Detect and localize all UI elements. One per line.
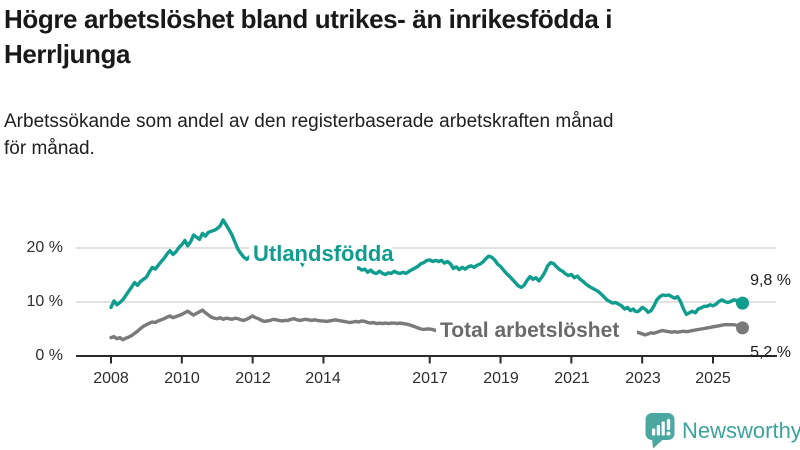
- series-line-total: [109, 308, 745, 342]
- x-tick-label-2010: 2010: [164, 370, 200, 387]
- series-label-utlandsfodda: Utlandsfödda: [253, 241, 394, 266]
- brand-name: Newsworthy: [682, 418, 800, 443]
- x-tick-label-2021: 2021: [554, 370, 590, 387]
- end-value-label-utlandsfodda: 9,8 %: [750, 272, 791, 289]
- x-tick-label-2023: 2023: [625, 370, 661, 387]
- x-tick-label-2025: 2025: [695, 370, 731, 387]
- x-tick-label-2017: 2017: [412, 370, 448, 387]
- y-tick-label-20: 20 %: [26, 239, 63, 256]
- x-tick-label-2008: 2008: [93, 370, 129, 387]
- y-tick-label-10: 10 %: [26, 293, 63, 310]
- chart-title: Högre arbetslöshet bland utrikes- än inr…: [4, 4, 613, 69]
- series-line-utlandsfodda: [109, 218, 745, 317]
- series-label-mask-total: [436, 313, 637, 342]
- series-end-dot-total: [736, 321, 749, 335]
- x-tick-label-2019: 2019: [483, 370, 519, 387]
- chart-subtitle: Arbetssökande som andel av den registerb…: [4, 111, 614, 159]
- x-tick-label-2012: 2012: [235, 370, 271, 387]
- series-pointer-triangle-icon: [297, 259, 308, 268]
- plot-layers: [76, 218, 777, 364]
- newsworthy-logo-icon: [645, 413, 675, 449]
- series-end-dot-utlandsfodda: [736, 296, 749, 310]
- x-tick-label-2014: 2014: [305, 370, 341, 387]
- series-label-total: Total arbetslöshet: [440, 319, 619, 342]
- y-tick-label-0: 0 %: [35, 347, 63, 364]
- end-value-label-total: 5,2 %: [750, 344, 791, 361]
